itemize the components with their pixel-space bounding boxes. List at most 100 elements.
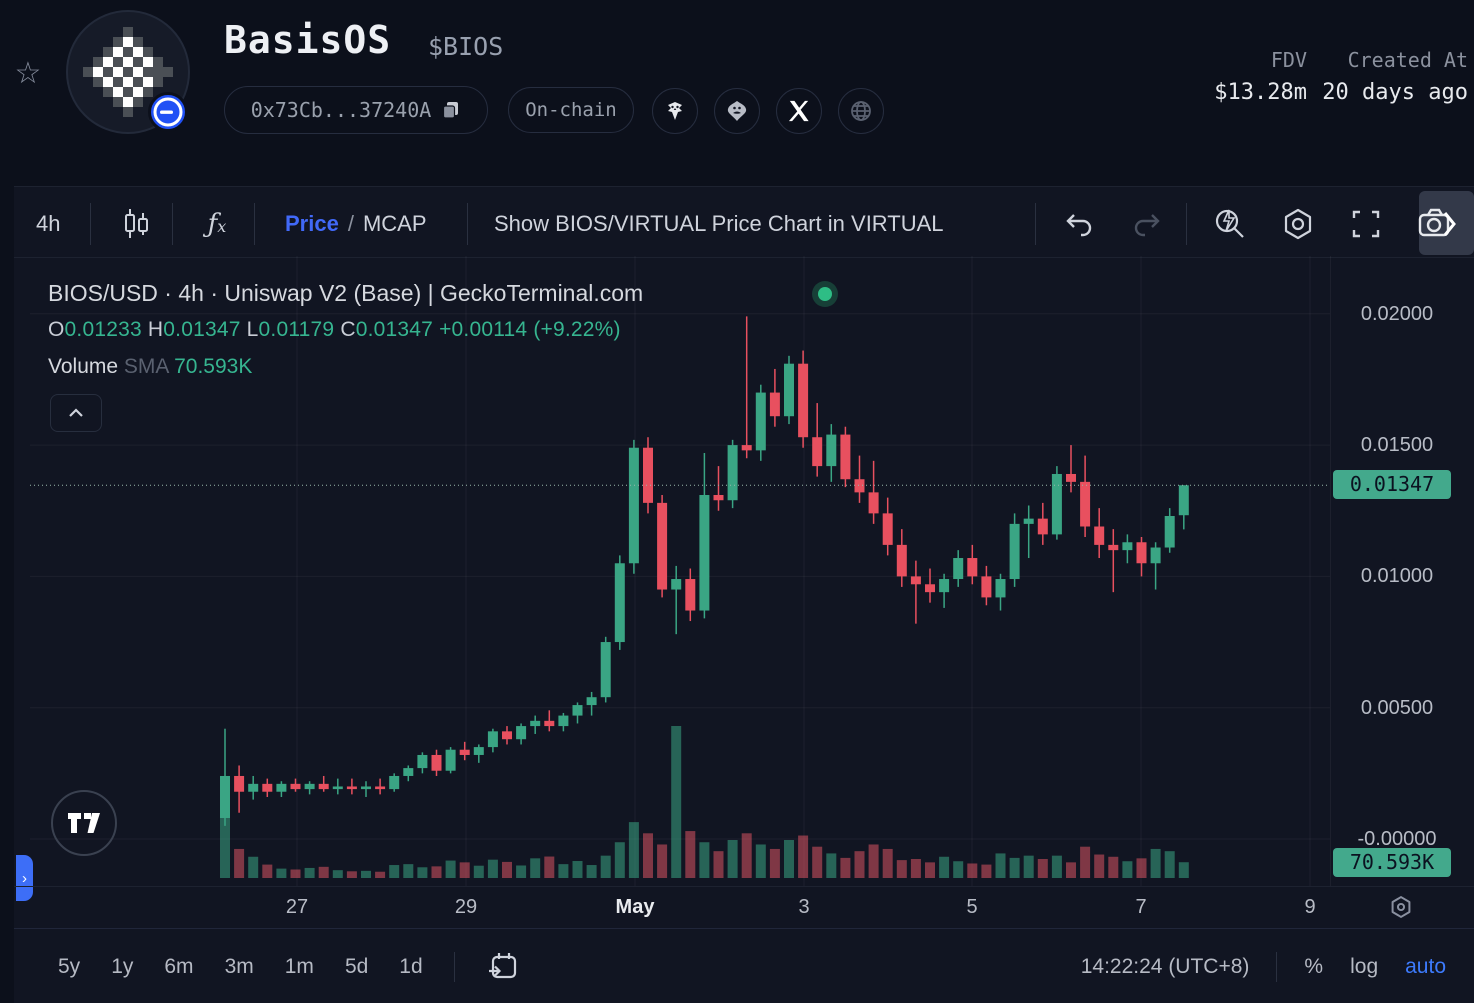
volume-label: Volume [48, 355, 119, 378]
dextools-eagle-icon [668, 102, 682, 120]
high-value: 0.01347 [163, 318, 241, 341]
created-at-value: 20 days ago [1322, 80, 1468, 105]
time-axis[interactable]: 27 29 May 3 5 7 9 [14, 886, 1474, 929]
price-toggle[interactable]: Price [285, 211, 339, 236]
volume-bar [840, 857, 851, 878]
range-button-1d[interactable]: 1d [399, 954, 423, 978]
indicators-button[interactable]: ƒx [192, 192, 242, 256]
candle [1051, 473, 1062, 535]
volume-bar [544, 856, 555, 878]
sidebar-expand-handle[interactable]: › [16, 855, 33, 901]
redo-button[interactable] [1128, 192, 1168, 256]
volume-bar [417, 867, 428, 878]
candle [755, 392, 766, 451]
volume-bar [769, 848, 780, 878]
favorite-star-icon[interactable]: ☆ [14, 57, 42, 90]
candle [1009, 523, 1020, 580]
dextools-button[interactable] [652, 88, 698, 134]
candle [459, 749, 470, 755]
percent-scale-button[interactable]: % [1304, 954, 1324, 978]
close-value: 0.01347 [355, 318, 434, 341]
camera-icon [1418, 208, 1456, 237]
tradingview-logo[interactable] [51, 790, 117, 856]
volume-bar [798, 835, 809, 878]
volume-bar [445, 860, 456, 878]
range-button-1m[interactable]: 1m [284, 954, 314, 978]
range-button-3m[interactable]: 3m [224, 954, 254, 978]
volume-value: 70.593K [174, 355, 253, 378]
volume-bar [290, 869, 301, 878]
candle [699, 494, 710, 611]
range-button-5d[interactable]: 5d [344, 954, 369, 978]
volume-bar [1150, 848, 1161, 878]
volume-bar [262, 864, 273, 878]
created-at-label: Created At [1347, 48, 1468, 72]
change-value: +0.00114 [439, 318, 528, 341]
onchain-button[interactable]: On-chain [508, 87, 634, 133]
candle [248, 783, 259, 792]
candle [473, 747, 484, 755]
candle [516, 726, 527, 740]
candle [826, 434, 837, 467]
volume-bar [502, 861, 512, 878]
fullscreen-icon [1352, 210, 1380, 238]
sma-label: SMA [123, 355, 169, 378]
fullscreen-button[interactable] [1344, 192, 1388, 256]
axis-settings-button[interactable] [1388, 894, 1414, 920]
volume-bar [1051, 855, 1062, 878]
volume-bar [558, 864, 569, 878]
dexscreener-button[interactable] [714, 88, 760, 134]
high-label: H [147, 318, 164, 341]
candle [1023, 518, 1034, 524]
price-tick: 0.01500 [1360, 434, 1434, 457]
token-name: BasisOS [224, 18, 392, 62]
candle [1080, 481, 1091, 527]
candle [586, 697, 597, 706]
calendar-icon [488, 952, 516, 978]
volume-bar [614, 842, 625, 878]
volume-bar [220, 784, 230, 878]
volume-bar [586, 865, 597, 878]
price-axis[interactable]: 0.01347 70.593K 0.02000 0.01500 0.01000 0.0… [1330, 256, 1463, 886]
volume-bar [346, 871, 357, 878]
screenshot-button[interactable] [1413, 192, 1463, 256]
volume-bar [332, 870, 343, 878]
volume-bar [1023, 855, 1034, 878]
price-chart-svg[interactable] [14, 256, 1462, 886]
interval-button[interactable]: 4h [36, 211, 61, 236]
log-scale-button[interactable]: log [1350, 954, 1379, 978]
undo-button[interactable] [1058, 192, 1098, 256]
goto-date-button[interactable] [486, 950, 520, 984]
fdv-stat: FDV $13.28m [1214, 48, 1307, 105]
volume-bar [910, 859, 921, 878]
auto-scale-button[interactable]: auto [1405, 954, 1446, 978]
volume-bar [713, 851, 724, 878]
range-button-1y[interactable]: 1y [111, 954, 134, 978]
mcap-toggle[interactable]: MCAP [362, 211, 427, 236]
open-label: O [48, 318, 65, 341]
clock-time[interactable]: 14:22:24 (UTC+8) [1080, 954, 1250, 978]
copy-icon[interactable] [441, 100, 461, 120]
candle [572, 705, 583, 716]
candle [1164, 516, 1175, 548]
market-status-dot[interactable] [812, 281, 838, 307]
candle [262, 783, 273, 792]
website-button[interactable] [838, 88, 884, 134]
time-tick: 3 [798, 896, 810, 918]
candle [614, 563, 625, 643]
token-logo-pattern [83, 27, 173, 117]
volume-bar [234, 848, 245, 878]
show-pair-chart-button[interactable]: Show BIOS/VIRTUAL Price Chart in VIRTUAL [494, 211, 944, 236]
legend-collapse-button[interactable] [50, 394, 102, 432]
twitter-x-button[interactable] [776, 88, 822, 134]
range-button-6m[interactable]: 6m [164, 954, 194, 978]
candle [220, 775, 230, 818]
slash-separator: / [347, 211, 354, 236]
chevron-up-icon [69, 408, 83, 417]
quick-search-button[interactable] [1208, 192, 1252, 256]
range-button-5y[interactable]: 5y [58, 954, 81, 978]
chart-settings-button[interactable] [1276, 192, 1320, 256]
address-pill[interactable]: 0x73Cb...37240A [224, 86, 488, 134]
candle-style-button[interactable] [114, 192, 158, 256]
price-mcap-toggle[interactable]: Price / MCAP [285, 192, 427, 256]
